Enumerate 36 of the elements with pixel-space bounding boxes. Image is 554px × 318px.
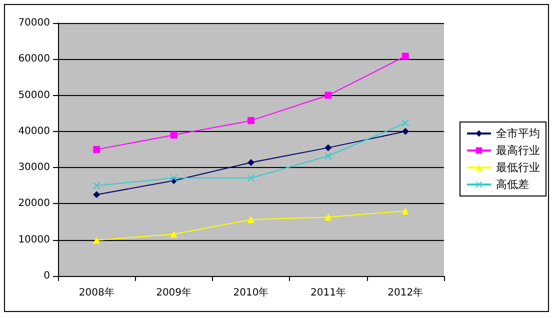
point	[402, 120, 409, 127]
legend-label: 全市平均	[496, 127, 540, 140]
y-tick-label: 50000	[18, 90, 50, 101]
point	[402, 128, 409, 135]
point	[324, 92, 332, 99]
point	[248, 117, 254, 124]
point	[248, 159, 254, 166]
legend-label: 高低差	[496, 178, 529, 191]
point	[93, 191, 100, 198]
point	[170, 230, 178, 238]
y-tick-label: 40000	[18, 126, 50, 137]
point	[248, 174, 254, 182]
point	[170, 132, 178, 139]
x-tick-label: 2012年	[388, 286, 424, 298]
x-tick-label: 2008年	[78, 286, 114, 298]
point	[402, 207, 409, 214]
y-tick-label: 70000	[18, 18, 50, 28]
x-tick-label: 2010年	[233, 286, 269, 298]
point	[402, 52, 409, 60]
x-tick-label: 2011年	[310, 286, 346, 298]
point	[93, 236, 100, 244]
point	[324, 152, 332, 160]
y-tick-label: 10000	[18, 234, 50, 246]
point	[324, 144, 332, 152]
x-tick-label: 2009年	[156, 286, 192, 298]
y-tick-label: 20000	[18, 198, 50, 210]
point	[324, 214, 332, 221]
y-tick-label: 60000	[18, 54, 50, 65]
y-tick-label: 0	[44, 270, 50, 282]
point	[248, 216, 254, 224]
legend-label: 最低行业	[496, 161, 540, 174]
point	[93, 182, 100, 190]
point	[93, 146, 100, 153]
y-tick-label: 30000	[18, 162, 50, 174]
legend-label: 最高行业	[496, 144, 540, 157]
point	[170, 174, 178, 182]
